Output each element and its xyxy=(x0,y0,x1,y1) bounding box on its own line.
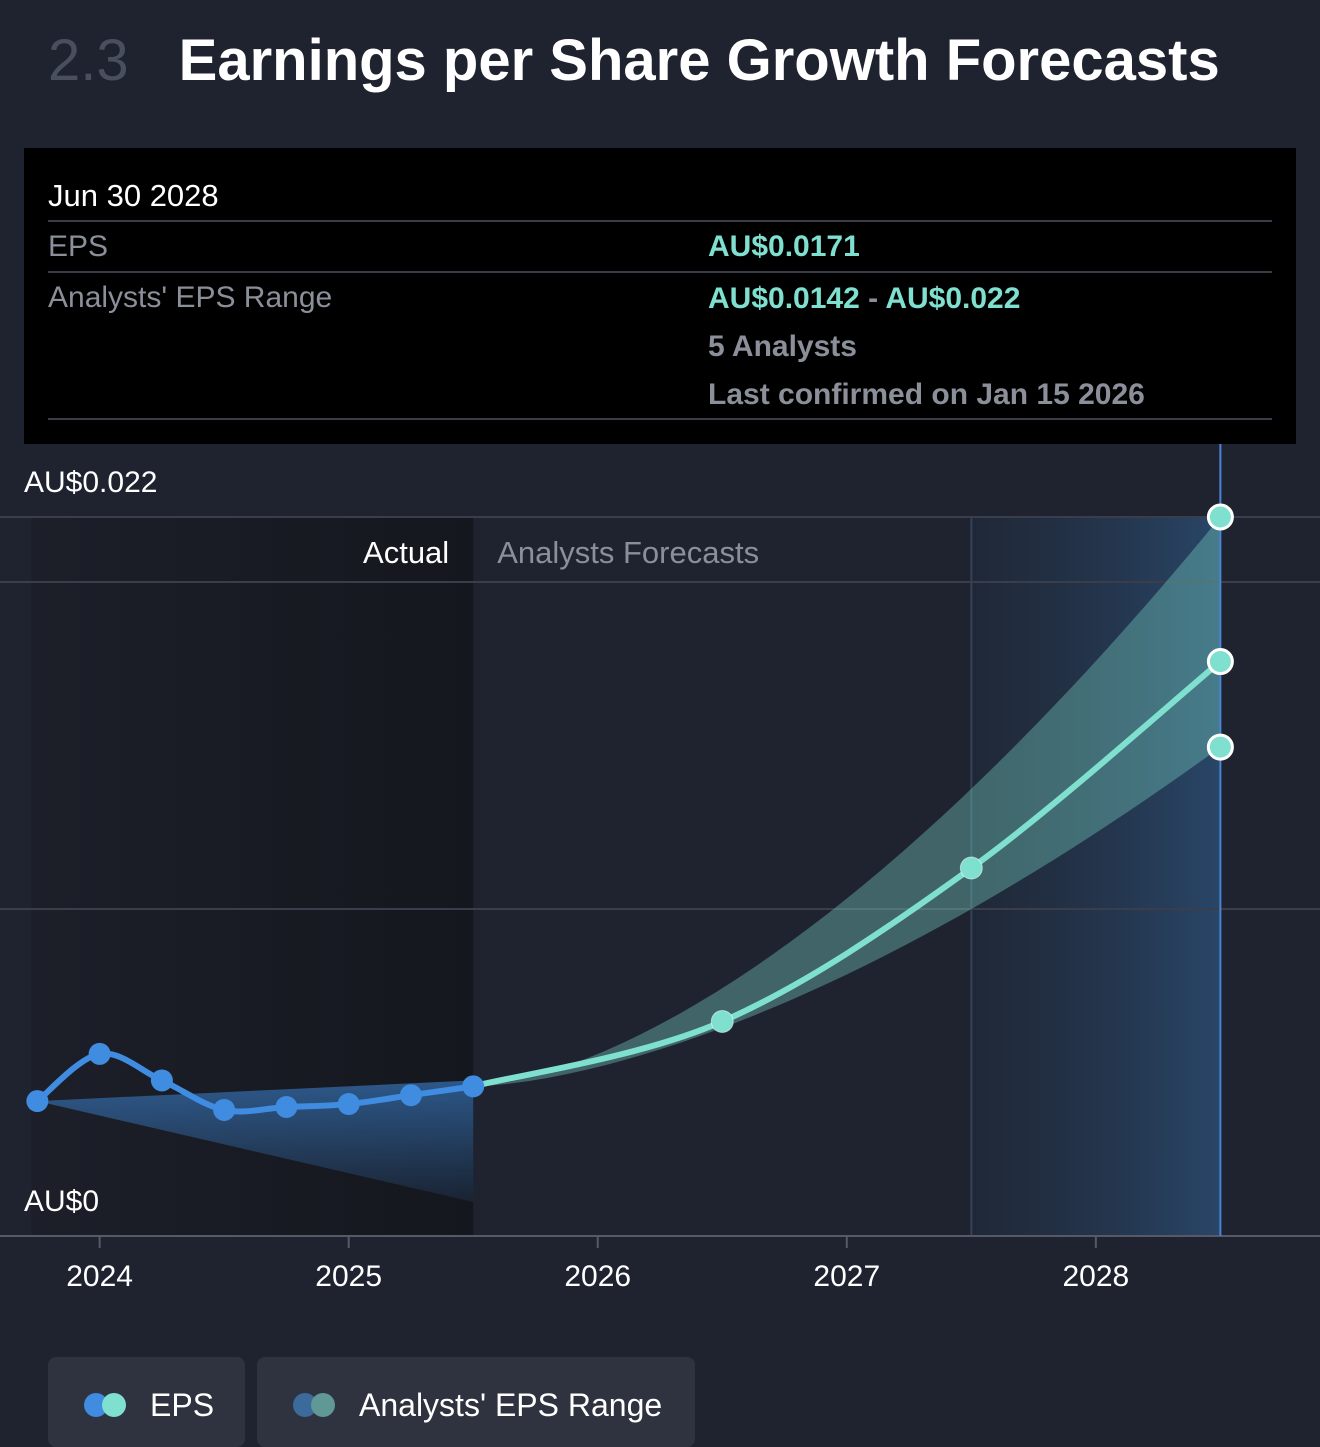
selected-range-high-point xyxy=(1206,503,1234,531)
tooltip-eps-row: EPS AU$0.0171 xyxy=(48,220,1272,271)
legend-eps-label: EPS xyxy=(150,1387,215,1423)
eps-actual-point-7 xyxy=(462,1075,485,1098)
eps-actual-point-2 xyxy=(150,1069,173,1092)
eps-actual-point-5 xyxy=(337,1093,360,1116)
y-min-label: AU$0 xyxy=(24,1185,99,1218)
actual-label: Actual xyxy=(363,535,449,570)
chart-tooltip: Jun 30 2028 EPS AU$0.0171 Analysts' EPS … xyxy=(24,148,1296,444)
tooltip-date: Jun 30 2028 xyxy=(48,178,219,213)
legend-eps-dot-forecast xyxy=(102,1393,126,1417)
x-tick-label-2027: 2027 xyxy=(813,1260,880,1293)
eps-forecast-point-0 xyxy=(710,1009,734,1033)
selected-eps-point xyxy=(1206,648,1234,676)
tooltip-last-confirmed: Last confirmed on Jan 15 2026 xyxy=(708,378,1145,411)
eps-chart[interactable]: AU$0.022 AU$0 Actual Analysts Forecasts 2024… xyxy=(0,444,1320,1344)
section-header: 2.3 Earnings per Share Growth Forecasts xyxy=(48,20,1220,100)
tooltip-range-low: AU$0.0142 xyxy=(708,282,860,315)
tooltip-range-label: Analysts' EPS Range xyxy=(48,281,333,314)
eps-actual-point-3 xyxy=(213,1098,236,1121)
tooltip-range-high: AU$0.022 xyxy=(885,282,1021,315)
selected-range-low-point xyxy=(1206,733,1234,761)
tooltip-range-separator: - xyxy=(859,282,886,315)
forecast-range-band xyxy=(473,517,1221,1087)
tooltip-range-row: Analysts' EPS Range AU$0.0142 - AU$0.022… xyxy=(48,271,1272,420)
legend-range-label: Analysts' EPS Range xyxy=(359,1387,663,1423)
section-number: 2.3 xyxy=(48,27,129,93)
legend-range-dot-forecast xyxy=(311,1393,335,1417)
tooltip-eps-label: EPS xyxy=(48,230,109,263)
actual-range-band xyxy=(37,1080,474,1202)
tooltip-range-values: AU$0.0142 - AU$0.022 5 Analysts Last con… xyxy=(708,273,1145,418)
eps-forecast-line xyxy=(470,658,1224,1090)
eps-actual-point-4 xyxy=(275,1096,298,1118)
eps-actual-point-1 xyxy=(88,1042,111,1065)
eps-actual-point-0 xyxy=(26,1090,49,1113)
legend-item-eps[interactable]: EPS xyxy=(48,1357,245,1447)
forecast-label: Analysts Forecasts xyxy=(497,535,759,570)
legend-item-range[interactable]: Analysts' EPS Range xyxy=(257,1357,695,1447)
tooltip-eps-value: AU$0.0171 xyxy=(708,230,860,263)
x-tick-label-2026: 2026 xyxy=(564,1260,631,1293)
x-tick-label-2024: 2024 xyxy=(66,1260,133,1293)
eps-forecast-point-1 xyxy=(959,856,983,880)
x-tick-label-2025: 2025 xyxy=(315,1260,382,1293)
highlight-region xyxy=(971,517,1221,1236)
eps-actual-point-6 xyxy=(399,1084,422,1107)
page-title: Earnings per Share Growth Forecasts xyxy=(178,27,1220,93)
y-max-label: AU$0.022 xyxy=(24,466,157,499)
tooltip-analyst-count: 5 Analysts xyxy=(708,330,857,363)
x-tick-label-2028: 2028 xyxy=(1062,1260,1129,1293)
